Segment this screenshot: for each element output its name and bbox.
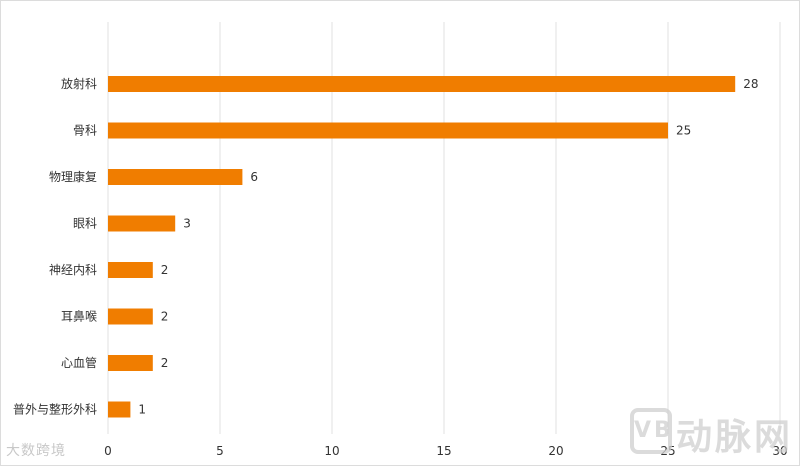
value-label-4: 2	[161, 263, 169, 277]
category-label-4: 神经内科	[49, 263, 97, 277]
value-label-3: 3	[183, 217, 191, 231]
x-tick-label-0: 0	[104, 444, 112, 458]
bar-0	[108, 76, 736, 92]
x-tick-label-20: 20	[548, 444, 563, 458]
category-label-2: 物理康复	[49, 169, 97, 184]
category-label-3: 眼科	[73, 217, 97, 231]
bar-2	[108, 169, 243, 185]
x-tick-label-15: 15	[436, 444, 451, 458]
bar-6	[108, 355, 153, 371]
bar-7	[108, 401, 131, 418]
value-label-1: 25	[676, 124, 691, 138]
value-label-2: 6	[250, 170, 258, 184]
x-tick-label-10: 10	[324, 444, 339, 458]
bar-5	[108, 308, 153, 325]
value-label-0: 28	[743, 77, 758, 91]
value-label-5: 2	[161, 310, 169, 324]
watermark-right-text: 动脉网	[676, 417, 794, 458]
value-label-7: 1	[138, 403, 146, 417]
category-label-1: 骨科	[73, 124, 97, 138]
bar-3	[108, 215, 176, 232]
bar-1	[108, 122, 668, 139]
watermark-left-text: 大数跨境	[6, 443, 66, 459]
watermark-badge: VB	[630, 408, 672, 454]
category-label-6: 心血管	[61, 355, 97, 370]
bar-4	[108, 262, 153, 278]
watermark-right: VB动脉网	[630, 408, 793, 460]
x-tick-label-5: 5	[216, 444, 224, 458]
value-label-6: 2	[161, 356, 169, 370]
category-label-0: 放射科	[61, 76, 97, 91]
x-tick-label-30: 30	[772, 444, 787, 458]
category-label-7: 普外与整形外科	[13, 402, 97, 417]
category-label-5: 耳鼻喉	[61, 309, 97, 324]
watermark-left: 大数跨境	[6, 440, 66, 460]
